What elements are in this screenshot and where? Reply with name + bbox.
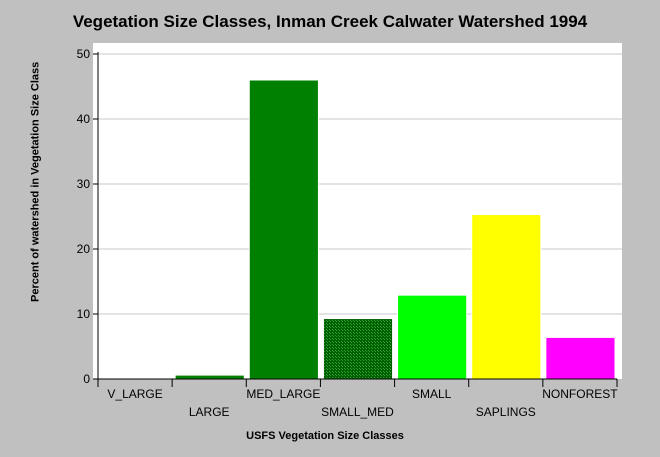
x-tick-label: NONFOREST [542,387,618,401]
x-tick-label: MED_LARGE [246,387,320,401]
x-axis-label: USFS Vegetation Size Classes [246,430,404,442]
x-tick-label: SAPLINGS [476,405,536,419]
bars [174,79,616,380]
y-tick-label: 0 [83,372,90,386]
y-tick-label: 50 [77,47,91,61]
y-tick-label: 10 [77,307,91,321]
chart-title: Vegetation Size Classes, Inman Creek Cal… [72,12,588,31]
gridlines [98,53,622,315]
x-tick-label: LARGE [189,405,230,419]
bar [471,214,542,380]
x-tick-label: SMALL [412,387,452,401]
bar [545,336,616,380]
axes: 0 10 20 30 40 50 V_LARGE LARGE MED_LARGESMALL_ME… [77,47,619,419]
bar [174,374,245,380]
bar [322,318,394,380]
bar [248,79,319,380]
bar [397,294,468,380]
y-tick-label: 20 [77,242,91,256]
x-tick-label: SMALL_MED [321,405,394,419]
y-tick-label: 40 [77,112,91,126]
y-tick-label: 30 [77,177,91,191]
x-tick-label: V_LARGE [107,387,162,401]
